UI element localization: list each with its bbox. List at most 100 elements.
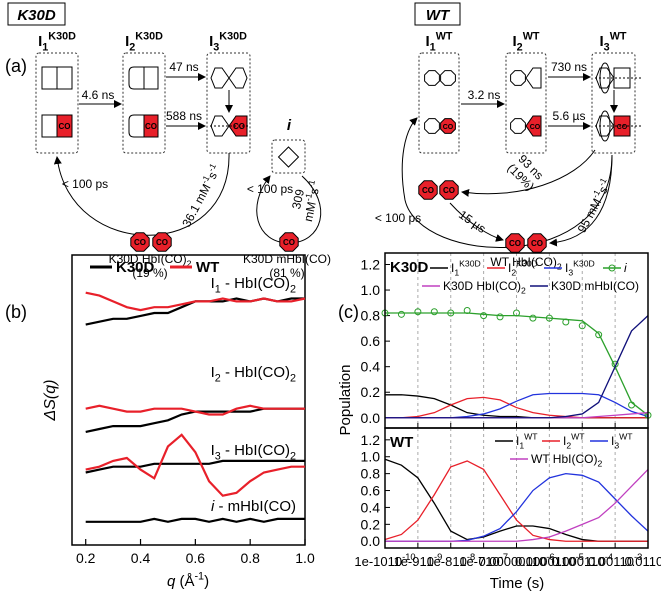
text-part: -9 [434,552,442,562]
x-tick-label: 1e-710-7 [459,552,508,569]
text-part: K30D HbI(CO) [443,279,521,293]
co-label: CO [145,122,157,131]
x-tick-label: 0.000110-4 [551,552,613,569]
text-part: -7 [500,552,508,562]
subunit [143,66,159,90]
subunit [41,114,58,138]
subunit [228,67,248,89]
text-part: 10 [532,554,546,569]
text-part: 2 [597,459,602,469]
text-part: (Å [175,573,194,590]
text-part: -1 [206,161,219,173]
rate: < 100 ps [62,177,108,191]
text-part: I [451,261,454,275]
curve [85,404,305,416]
curve [85,459,305,474]
text-part: -4 [605,552,613,562]
title: WT [426,7,451,24]
text-part: 0.0001 [551,554,591,569]
x-tick-label: 1e-910-9 [393,552,442,569]
text-part: -1 [194,570,204,582]
legend-label: K30D mHbI(CO) [551,279,639,293]
text-part: s [307,187,322,196]
branch-arrow [461,149,596,197]
text-part: WT HbI(CO) [490,255,556,269]
legend-label: I2WT [563,432,585,451]
transfer-arrow [449,202,504,242]
rate: 309 [289,188,307,211]
co-label: CO [617,124,628,131]
x-tick-label: 0.8 [240,550,260,566]
subplot-label: WT [390,434,413,451]
y-tick-label: 0.8 [361,466,381,482]
text-part: 1 [215,284,221,296]
subunit [424,70,440,86]
subunit-co [143,114,159,138]
text-part: - HbI(CO) [221,364,290,381]
text-part: 3 [215,451,221,463]
rate: 95 mM-1s-1 [573,176,615,235]
data-point [595,331,603,339]
subunit [510,70,526,86]
text-part: ) [204,573,209,590]
text-part: 2 [557,262,562,272]
data-point [414,308,422,316]
bimolecular-arrow [549,154,613,247]
text-part: I [211,275,215,292]
state-label: i [287,117,292,134]
data-point [480,312,488,320]
curve [385,315,649,419]
subunit-co [525,115,542,137]
text-part: I [211,442,215,459]
rate: mM-1s-1 [299,179,324,223]
subplot-label: K30D [390,259,429,276]
rate: 588 ns [166,109,202,123]
legend-label: I3WT [611,432,633,451]
text-part: WT [524,432,538,442]
text-part: 0.000001 [478,554,532,569]
y-tick-label: 0.0 [361,533,381,549]
text-part: 1 [454,268,459,278]
text-part: s [205,170,220,182]
plot-frame [71,254,306,546]
curve [85,291,306,312]
text-part: 10 [649,554,661,569]
text-part: i [624,261,627,275]
y-tick-label: 0.2 [361,516,381,532]
text-part: I [508,261,511,275]
state-box [206,52,251,154]
text-part: 2 [290,373,296,385]
species: WT HbI(CO)2 [490,255,561,272]
heme [130,232,150,252]
state-box [122,52,166,154]
text-part: 3 [604,42,610,54]
rate: 36.1 mM-1s-1 [177,161,224,229]
state-label: I1WT [426,30,453,53]
text-part: -5 [575,552,583,562]
recombination-arrow [401,117,613,249]
y-tick-label: 1.0 [361,282,381,298]
text-part: 0.01 [624,554,649,569]
text-part: 1e-8 [426,554,452,569]
x-axis-label: Time (s) [490,575,544,592]
data-point [545,314,553,322]
curve-label: i - mHbI(CO) [211,498,296,515]
panel-label: (b) [5,302,27,322]
text-part: 1 [42,42,48,54]
text-part: 36.1 mM [179,182,213,230]
text-part: q [167,573,176,590]
x-tick-label: 0.00000110-6 [478,552,554,569]
rate: 730 ns [551,60,587,74]
co-label: CO [509,239,521,248]
legend-label: I3K30D [565,259,595,278]
text-part: 2 [511,268,516,278]
rate: < 100 ps [247,182,293,196]
subunit [210,67,230,89]
heme [418,180,438,200]
text-part: I [565,261,568,275]
text-part: I [513,33,517,50]
legend-label: WT [196,259,219,276]
text-part: K30D [135,30,163,42]
panel-label: (a) [5,56,27,76]
